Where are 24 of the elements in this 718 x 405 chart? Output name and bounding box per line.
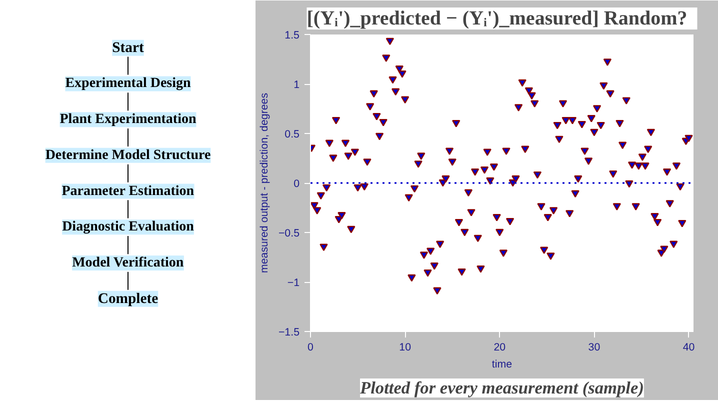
- x-tick-label: 10: [399, 342, 412, 354]
- y-tick-label: −1: [287, 277, 300, 289]
- y-tick-label: 0: [294, 178, 300, 190]
- x-tick-label: 20: [494, 342, 506, 354]
- y-tick-label: 1.5: [284, 30, 300, 42]
- x-tick-label: 40: [682, 342, 695, 354]
- y-axis-title: measured output - prediction, degrees: [258, 92, 270, 274]
- text: Plant Experimentation: [60, 112, 196, 128]
- text: Diagnostic Evaluation: [62, 220, 194, 235]
- y-tick-label: −1.5: [278, 326, 300, 338]
- y-tick-label: 1: [294, 79, 300, 91]
- x-tick-label: 0: [308, 342, 314, 354]
- x-axis-title: time: [492, 358, 512, 370]
- x-tick-label: 30: [588, 342, 600, 354]
- text: Parameter Estimation: [62, 184, 194, 199]
- text: Experimental Design: [65, 76, 192, 92]
- text: Model Verification: [72, 255, 184, 270]
- text: Start: [112, 40, 144, 56]
- y-tick-label: 0.5: [284, 128, 300, 140]
- text: Complete: [98, 290, 159, 307]
- y-tick-label: −0.5: [278, 228, 300, 240]
- text: Determine Model Structure: [45, 148, 211, 163]
- chart-title: [(Yᵢ')_predicted − (Yᵢ')_measured] Random?: [306, 8, 688, 30]
- text: Plotted for every measurement (sample): [359, 378, 644, 398]
